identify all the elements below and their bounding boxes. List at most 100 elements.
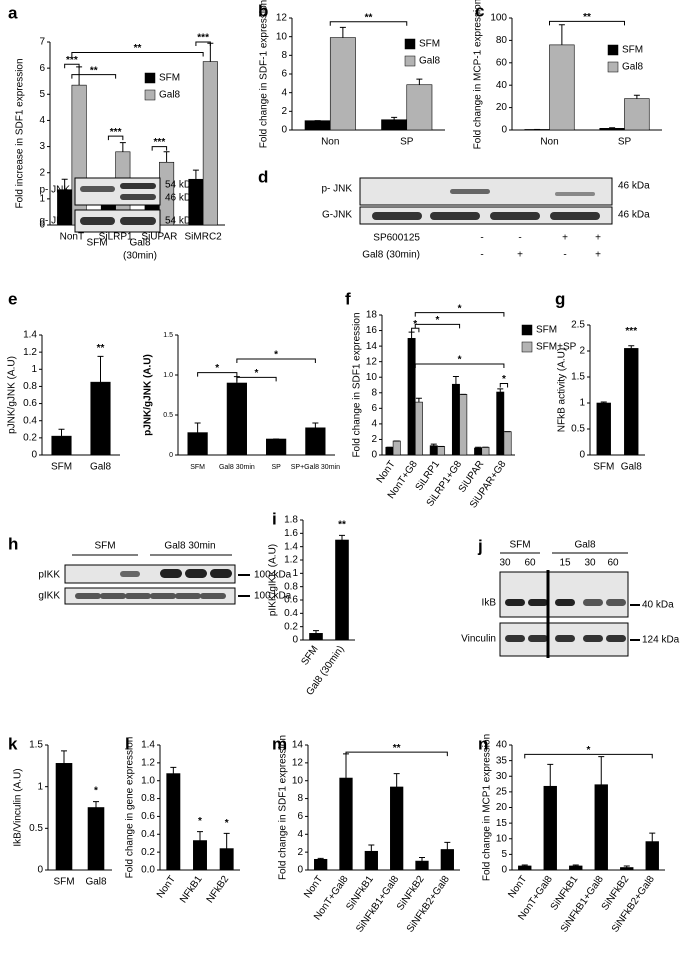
y-tick-label: 0.2 <box>141 847 155 858</box>
x-tick-label: SP <box>400 137 414 148</box>
x-tick-label: NFkB1 <box>178 874 205 906</box>
y-axis-label: Fold change in MCP1 expression <box>482 734 493 881</box>
error-bar <box>61 178 68 190</box>
blot-band <box>75 593 101 599</box>
blot-band <box>175 593 201 599</box>
bar <box>518 865 532 871</box>
legend-swatch <box>607 61 619 73</box>
blot-frame <box>359 206 613 225</box>
significance-bracket <box>414 312 505 317</box>
y-tick-label: 0.4 <box>284 608 298 619</box>
legend-swatch <box>521 324 533 336</box>
significance-bracket <box>71 74 117 79</box>
blot-band <box>555 192 595 196</box>
x-tick-label: NonT <box>60 232 84 243</box>
error-bar <box>223 832 230 849</box>
significance-bracket <box>345 751 448 757</box>
y-tick-label: 20 <box>496 102 508 113</box>
error-bar <box>58 428 65 437</box>
y-tick-label: 12 <box>366 356 378 367</box>
bar <box>451 383 460 456</box>
y-tick-label: 0.5 <box>571 424 585 435</box>
blot-band <box>120 183 156 189</box>
error-bar <box>343 753 349 779</box>
blot-band <box>555 599 575 606</box>
blot-band <box>120 217 156 225</box>
blot-label: pIKK <box>38 570 60 581</box>
error-bar <box>415 397 422 403</box>
error-bar <box>598 756 605 785</box>
x-tick-label: SiUPAR <box>141 232 177 243</box>
x-tick-label: SP <box>271 464 281 471</box>
blot-frame <box>64 564 236 584</box>
y-tick-label: 1.4 <box>284 541 298 552</box>
blot-band <box>550 212 600 220</box>
y-axis-label: Fold change in gene expression <box>125 737 136 879</box>
y-axis-label: IkB/Vinculin (A.U) <box>13 768 24 846</box>
y-tick-label: 0.4 <box>141 829 155 840</box>
error-bar <box>368 844 375 852</box>
y-tick-label: 2 <box>579 346 585 357</box>
y-tick-label: 0.8 <box>23 381 37 392</box>
blot-label: Gal8 <box>574 540 596 551</box>
y-tick-label: 0.8 <box>141 793 155 804</box>
bar <box>381 119 408 131</box>
blot-band <box>160 569 182 578</box>
blot-band <box>555 635 575 642</box>
bar <box>51 435 72 456</box>
bar <box>87 807 105 871</box>
x-tick-label: SFM <box>51 462 72 473</box>
bar <box>549 44 575 131</box>
y-tick-label: 4 <box>39 115 45 126</box>
y-tick-label: 8 <box>297 793 303 804</box>
size-marker <box>238 574 250 597</box>
y-tick-label: 35 <box>496 755 508 766</box>
significance-label: ** <box>134 43 142 54</box>
bar <box>429 445 438 456</box>
y-tick-label: 0.6 <box>284 595 298 606</box>
y-tick-label: 1 <box>37 781 43 792</box>
significance-label: *** <box>110 127 122 138</box>
blot-label: SFM <box>94 541 115 552</box>
y-tick-label: 0 <box>31 450 37 461</box>
x-tick-label: SFM <box>190 464 205 471</box>
bar <box>624 348 639 456</box>
bar <box>437 446 446 456</box>
x-tick-label: Non <box>321 137 339 148</box>
blot-label: 46 kDa <box>618 210 650 221</box>
significance-bracket <box>524 753 653 759</box>
bar <box>266 438 287 456</box>
panel-letter: g <box>555 289 565 308</box>
significance-label: *** <box>625 326 637 337</box>
x-tick-label: SiMRC2 <box>185 232 223 243</box>
y-tick-label: 18 <box>366 310 378 321</box>
x-tick-label: SP+Gal8 30min <box>291 464 340 471</box>
blot-band <box>606 635 626 642</box>
bar <box>55 763 73 871</box>
blot-band <box>200 593 226 599</box>
y-tick-label: 15 <box>496 818 508 829</box>
legend-label: Gal8 <box>159 90 181 101</box>
error-bar <box>93 801 99 808</box>
error-bar <box>558 24 565 45</box>
blot-band <box>490 212 540 220</box>
x-tick-label: Gal8 <box>621 462 643 473</box>
bar <box>496 391 505 456</box>
error-bar <box>600 401 607 403</box>
y-tick-label: 0.4 <box>23 415 37 426</box>
y-tick-label: 0.0 <box>141 865 155 876</box>
significance-bracket <box>499 382 509 388</box>
blot-frame <box>499 571 629 618</box>
x-tick-label: SFM <box>300 644 321 668</box>
legend-label: Gal8 <box>622 62 644 73</box>
y-tick-label: 2 <box>39 167 45 178</box>
y-tick-label: 4 <box>297 829 303 840</box>
significance-bracket <box>195 41 211 46</box>
y-tick-label: 0 <box>37 865 43 876</box>
y-tick-label: 1.5 <box>163 332 173 339</box>
significance-label: ** <box>97 343 105 354</box>
legend-label: SFM <box>536 325 557 336</box>
legend-swatch <box>607 44 619 56</box>
significance-label: *** <box>197 33 209 44</box>
y-tick-label: 0 <box>371 450 377 461</box>
